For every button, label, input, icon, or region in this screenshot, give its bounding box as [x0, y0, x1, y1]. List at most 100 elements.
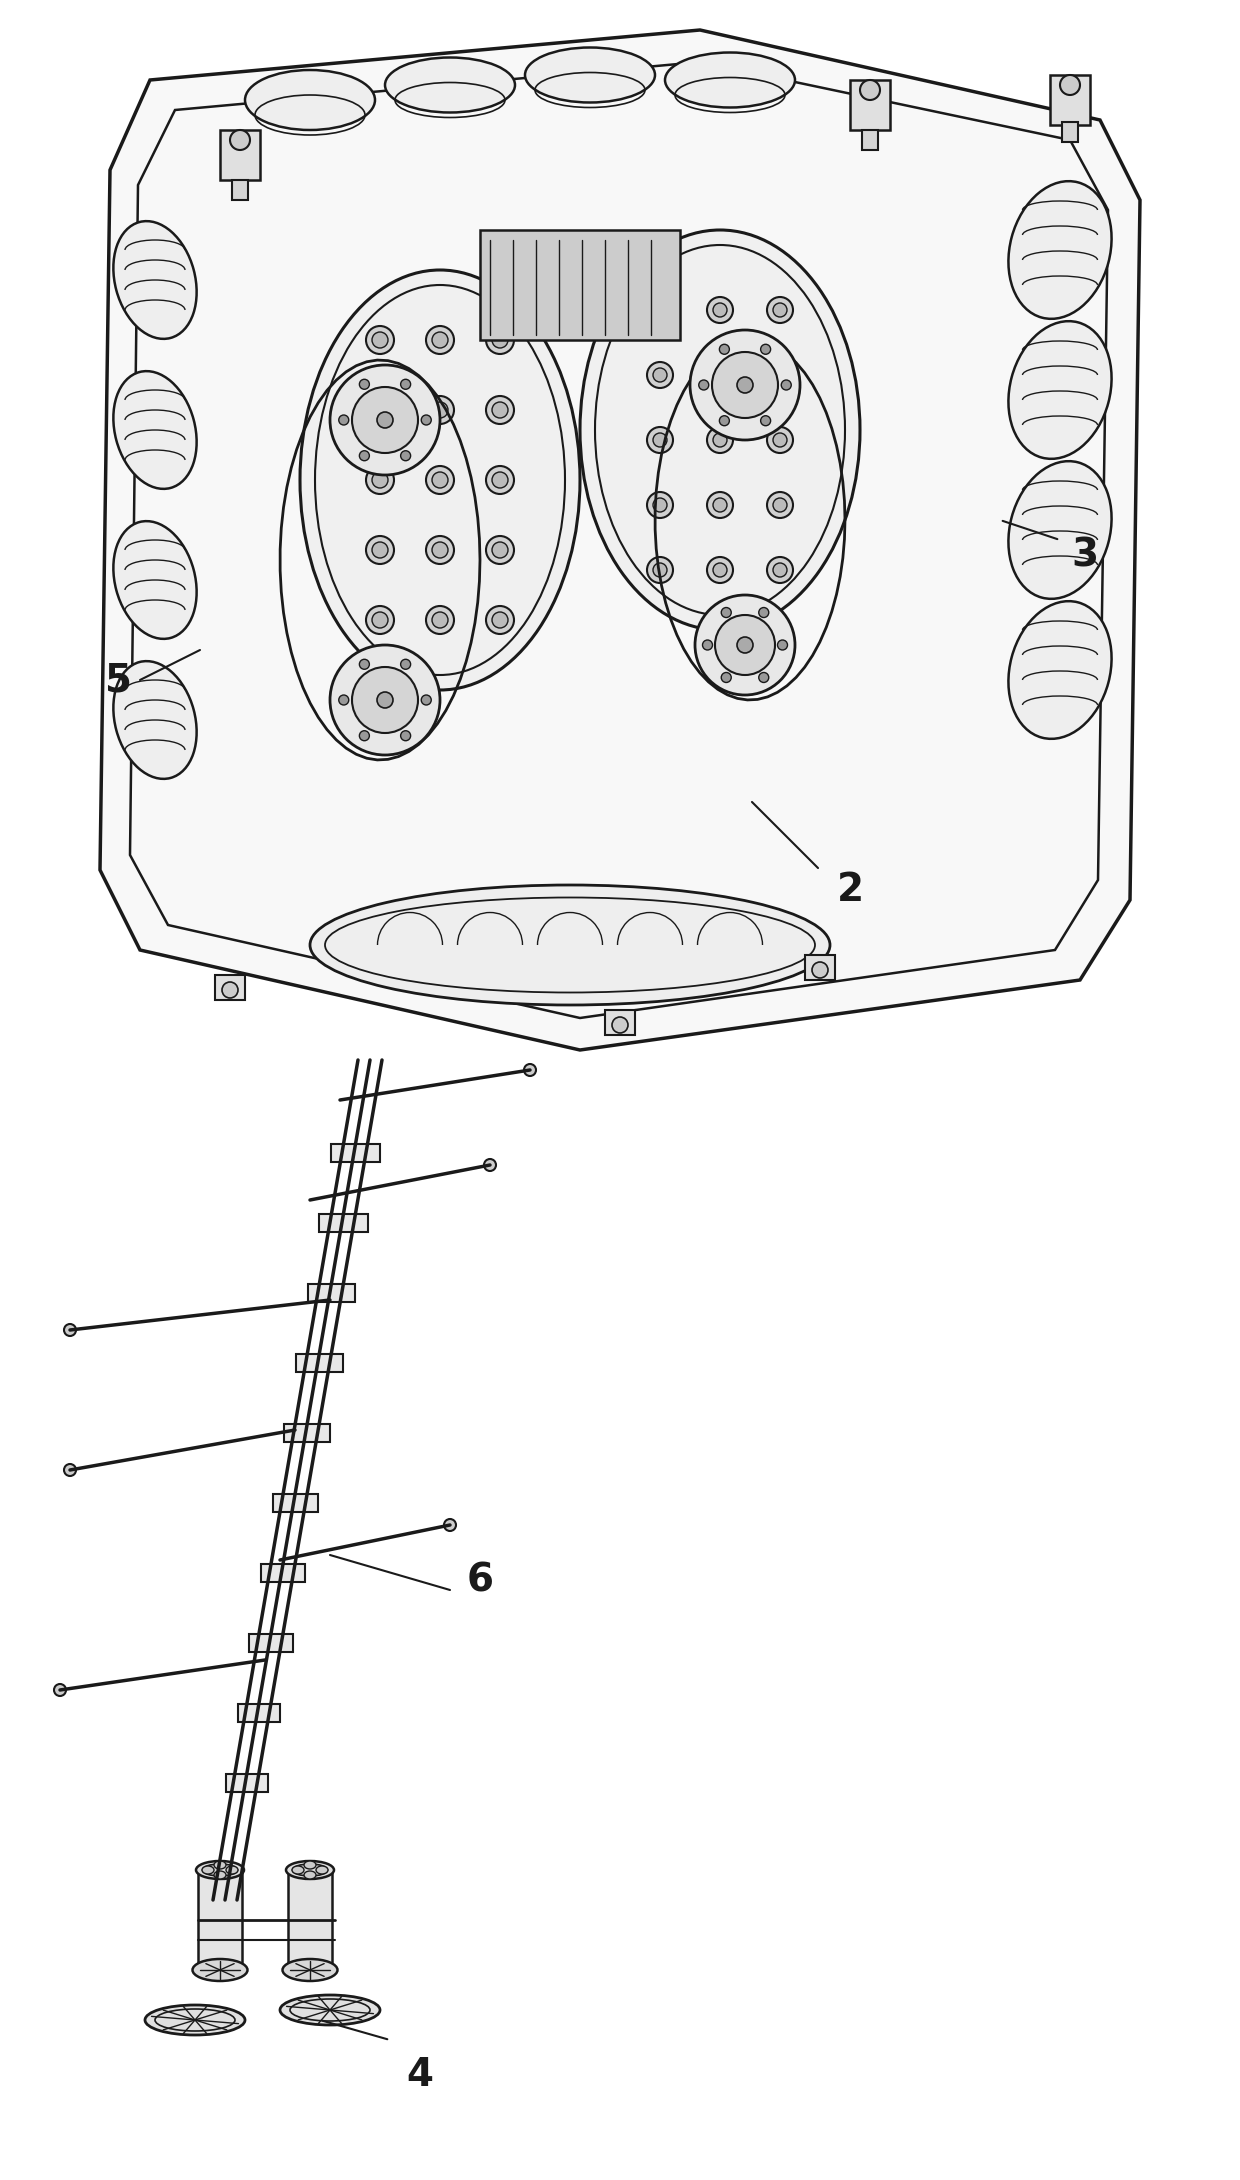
Circle shape — [64, 1323, 76, 1336]
Circle shape — [760, 344, 770, 355]
Circle shape — [229, 131, 250, 150]
Circle shape — [377, 412, 393, 427]
Circle shape — [773, 368, 787, 381]
Circle shape — [432, 401, 448, 419]
Circle shape — [366, 536, 394, 565]
Circle shape — [707, 558, 733, 582]
Circle shape — [372, 473, 388, 488]
Circle shape — [653, 434, 667, 447]
Circle shape — [427, 606, 454, 634]
Circle shape — [360, 658, 370, 669]
Circle shape — [401, 379, 410, 390]
Circle shape — [360, 730, 370, 741]
Ellipse shape — [1008, 602, 1111, 739]
Circle shape — [444, 1519, 456, 1530]
Bar — [249, 1635, 293, 1652]
Ellipse shape — [291, 1866, 304, 1875]
Circle shape — [1060, 74, 1080, 96]
Circle shape — [422, 414, 432, 425]
Circle shape — [647, 493, 673, 519]
Circle shape — [773, 303, 787, 316]
Circle shape — [366, 327, 394, 353]
Circle shape — [432, 473, 448, 488]
Circle shape — [372, 331, 388, 349]
Circle shape — [492, 331, 508, 349]
Circle shape — [432, 613, 448, 628]
Circle shape — [55, 1683, 66, 1696]
Ellipse shape — [1008, 320, 1111, 458]
Circle shape — [492, 613, 508, 628]
Ellipse shape — [580, 231, 861, 630]
Circle shape — [773, 497, 787, 512]
Ellipse shape — [215, 1862, 226, 1868]
Ellipse shape — [310, 885, 830, 1005]
Circle shape — [694, 595, 795, 695]
Circle shape — [768, 296, 794, 323]
Circle shape — [719, 416, 729, 425]
Ellipse shape — [283, 1960, 337, 1982]
Ellipse shape — [113, 661, 197, 778]
Text: 4: 4 — [407, 2056, 434, 2095]
Ellipse shape — [1008, 181, 1111, 318]
Circle shape — [525, 1064, 536, 1077]
Circle shape — [715, 615, 775, 676]
Ellipse shape — [113, 521, 197, 639]
Bar — [260, 1563, 305, 1583]
Circle shape — [722, 608, 732, 617]
Circle shape — [773, 562, 787, 578]
Bar — [805, 955, 835, 981]
Circle shape — [422, 695, 432, 704]
Circle shape — [352, 388, 418, 453]
Ellipse shape — [300, 270, 580, 691]
Circle shape — [713, 434, 727, 447]
Circle shape — [486, 467, 515, 495]
Text: 3: 3 — [1071, 536, 1099, 573]
Circle shape — [352, 667, 418, 732]
Ellipse shape — [304, 1862, 316, 1868]
Circle shape — [759, 671, 769, 682]
Circle shape — [713, 368, 727, 381]
Ellipse shape — [316, 1866, 329, 1875]
Circle shape — [647, 558, 673, 582]
Circle shape — [339, 414, 348, 425]
Bar — [480, 231, 680, 340]
Bar — [288, 1870, 332, 1971]
Circle shape — [427, 536, 454, 565]
Circle shape — [712, 351, 777, 419]
Circle shape — [653, 303, 667, 316]
Circle shape — [222, 981, 238, 998]
Circle shape — [401, 730, 410, 741]
Circle shape — [366, 397, 394, 423]
Circle shape — [427, 327, 454, 353]
Ellipse shape — [202, 1866, 215, 1875]
Bar — [308, 1284, 355, 1301]
Text: 6: 6 — [466, 1561, 494, 1598]
Circle shape — [492, 401, 508, 419]
Ellipse shape — [525, 48, 655, 102]
Circle shape — [768, 558, 794, 582]
Circle shape — [366, 467, 394, 495]
Circle shape — [492, 543, 508, 558]
Bar — [605, 1009, 635, 1036]
Polygon shape — [100, 31, 1140, 1051]
Bar — [284, 1424, 330, 1441]
Text: 2: 2 — [837, 872, 863, 909]
Circle shape — [330, 645, 440, 754]
Circle shape — [486, 327, 515, 353]
Circle shape — [719, 344, 729, 355]
Circle shape — [737, 637, 753, 654]
Circle shape — [689, 329, 800, 440]
Bar — [862, 131, 878, 150]
Circle shape — [737, 377, 753, 392]
Ellipse shape — [113, 220, 197, 338]
Bar — [198, 1870, 242, 1971]
Circle shape — [713, 497, 727, 512]
Circle shape — [64, 1465, 76, 1476]
Circle shape — [707, 427, 733, 453]
Circle shape — [699, 379, 709, 390]
Circle shape — [377, 691, 393, 709]
Circle shape — [647, 427, 673, 453]
Circle shape — [360, 451, 370, 460]
Circle shape — [707, 362, 733, 388]
Circle shape — [427, 467, 454, 495]
